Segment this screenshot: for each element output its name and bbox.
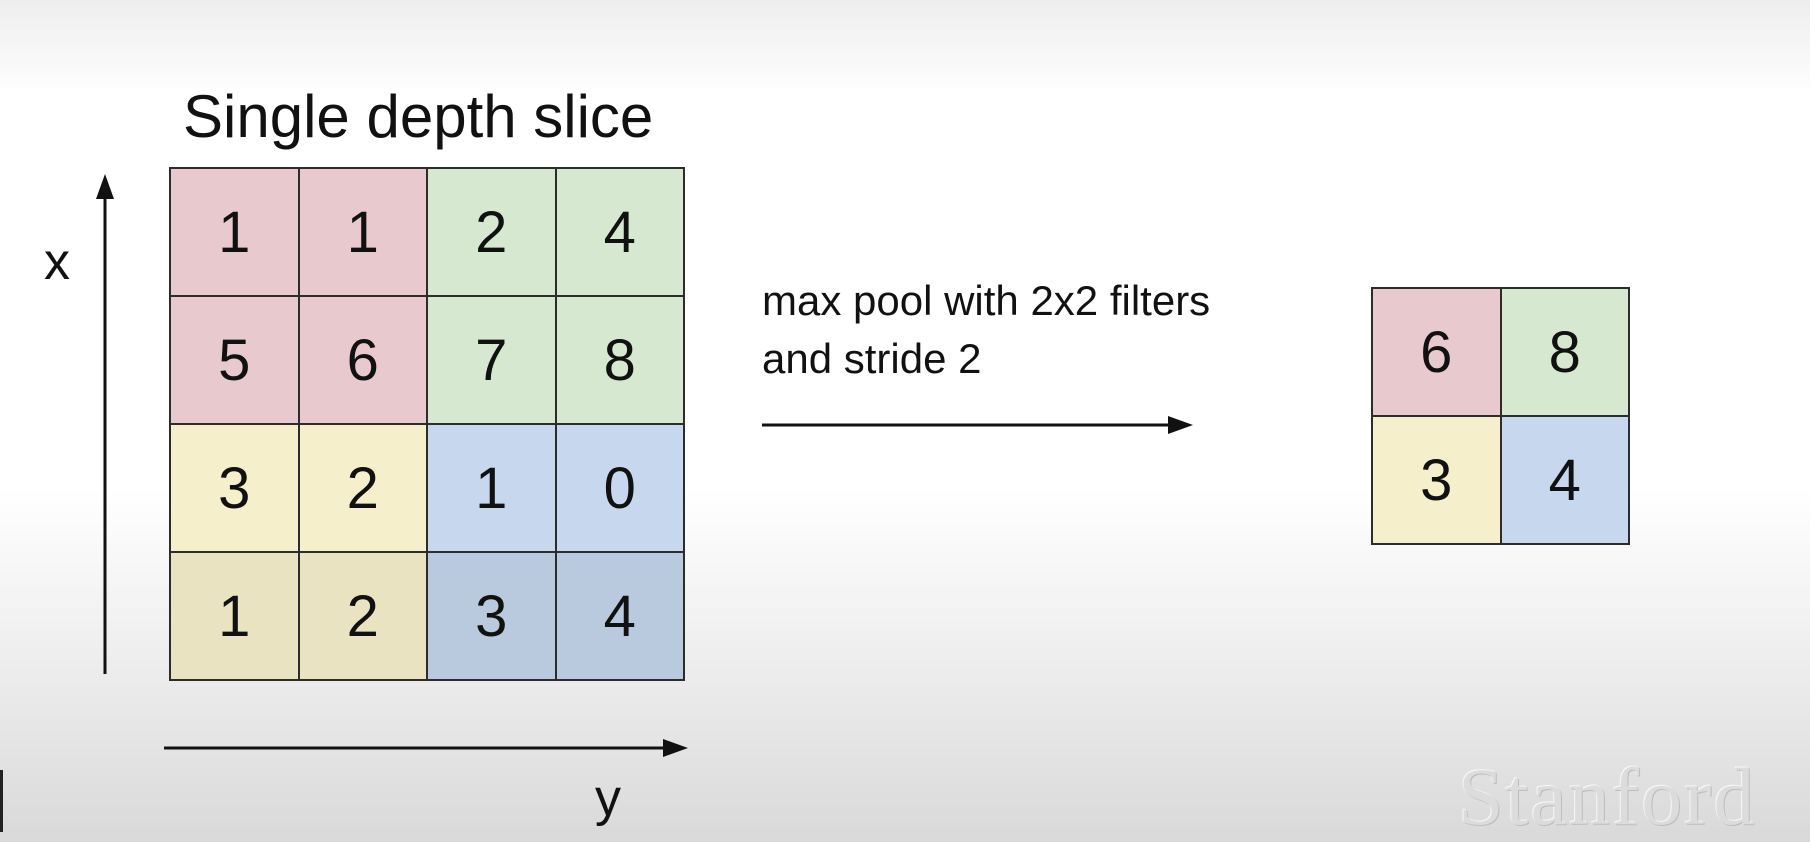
y-axis-label: y (595, 769, 621, 827)
input-cell: 1 (170, 168, 299, 296)
input-cell: 3 (427, 552, 556, 680)
output-cell: 8 (1500, 288, 1629, 416)
x-axis-arrow (96, 174, 114, 674)
input-cell: 6 (298, 296, 427, 424)
stanford-watermark: Stanford (1458, 751, 1757, 842)
operation-caption-line2: and stride 2 (762, 335, 982, 382)
operation-caption: max pool with 2x2 filters and stride 2 (762, 272, 1210, 388)
diagram-title: Single depth slice (183, 83, 654, 150)
output-cell: 3 (1372, 416, 1501, 544)
input-cell: 7 (427, 296, 556, 424)
input-cell: 1 (427, 424, 556, 552)
operation-arrow (762, 416, 1193, 434)
input-cell: 2 (298, 552, 427, 680)
top-band (0, 0, 1810, 88)
input-cell: 1 (298, 168, 427, 296)
x-axis-label: x (44, 233, 70, 291)
output-grid: 6 8 3 4 (1371, 287, 1630, 545)
input-cell: 2 (298, 424, 427, 552)
input-cell: 4 (555, 168, 684, 296)
input-cell: 4 (555, 552, 684, 680)
left-edge-mark (0, 770, 3, 832)
input-grid: 1 1 2 4 5 6 7 8 3 2 1 0 1 2 3 4 (169, 167, 685, 681)
y-axis-arrow (164, 739, 688, 757)
operation-caption-line1: max pool with 2x2 filters (762, 277, 1211, 324)
input-cell: 0 (555, 424, 684, 552)
output-cell: 4 (1500, 416, 1629, 544)
output-cell: 6 (1372, 288, 1501, 416)
input-cell: 8 (555, 296, 684, 424)
input-cell: 5 (170, 296, 299, 424)
input-cell: 3 (170, 424, 299, 552)
input-cell: 1 (170, 552, 299, 680)
input-cell: 2 (427, 168, 556, 296)
